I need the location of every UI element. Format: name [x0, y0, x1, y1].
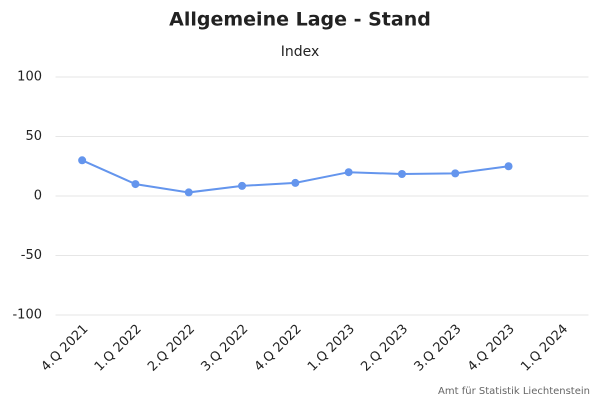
y-tick-label: 50	[25, 129, 42, 144]
x-tick-label: 2.Q 2022	[145, 322, 198, 375]
x-tick-label: 4.Q 2022	[252, 322, 305, 375]
point	[291, 178, 300, 187]
point	[238, 181, 247, 190]
x-tick-label: 1.Q 2022	[92, 322, 145, 375]
point	[504, 162, 513, 171]
point	[131, 180, 140, 189]
point	[344, 168, 353, 177]
y-tick-label: -50	[21, 248, 42, 263]
chart-subtitle: Index	[281, 44, 320, 60]
x-tick-label: 4.Q 2021	[39, 322, 92, 375]
x-tick-label: 4.Q 2023	[465, 322, 518, 375]
chart-title: Allgemeine Lage - Stand	[169, 9, 431, 31]
y-tick-label: -100	[12, 308, 42, 323]
x-tick-label: 2.Q 2023	[358, 322, 411, 375]
point	[451, 169, 460, 178]
y-tick-label: 100	[17, 70, 42, 85]
point	[397, 169, 406, 178]
y-tick-label: 0	[34, 189, 42, 204]
x-tick-label: 3.Q 2022	[198, 322, 251, 375]
point	[78, 156, 87, 165]
x-tick-label: 1.Q 2024	[518, 322, 571, 375]
x-tick-label: 1.Q 2023	[305, 322, 358, 375]
x-tick-label: 3.Q 2023	[412, 322, 465, 375]
credit: Amt für Statistik Liechtenstein	[438, 386, 590, 397]
point	[184, 188, 193, 197]
line	[81, 159, 509, 194]
